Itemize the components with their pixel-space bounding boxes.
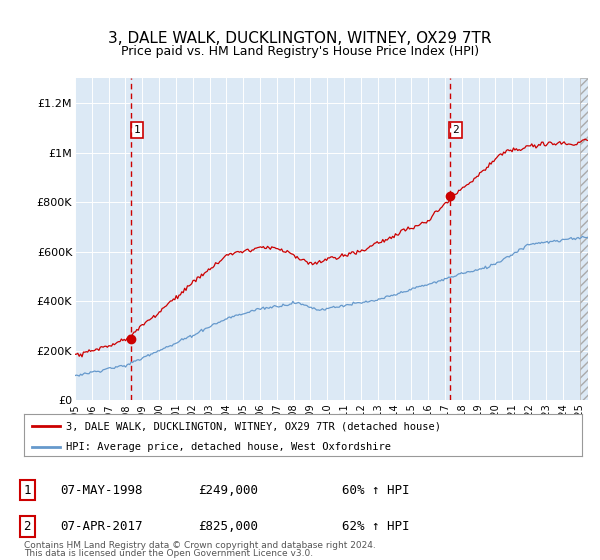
Text: 07-MAY-1998: 07-MAY-1998: [60, 483, 143, 497]
Text: 1: 1: [23, 483, 31, 497]
Text: This data is licensed under the Open Government Licence v3.0.: This data is licensed under the Open Gov…: [24, 549, 313, 558]
Text: Price paid vs. HM Land Registry's House Price Index (HPI): Price paid vs. HM Land Registry's House …: [121, 45, 479, 58]
Text: 60% ↑ HPI: 60% ↑ HPI: [342, 483, 409, 497]
Text: HPI: Average price, detached house, West Oxfordshire: HPI: Average price, detached house, West…: [66, 442, 391, 452]
Text: 07-APR-2017: 07-APR-2017: [60, 520, 143, 533]
Text: 62% ↑ HPI: 62% ↑ HPI: [342, 520, 409, 533]
Text: £249,000: £249,000: [198, 483, 258, 497]
Text: Contains HM Land Registry data © Crown copyright and database right 2024.: Contains HM Land Registry data © Crown c…: [24, 541, 376, 550]
Text: 3, DALE WALK, DUCKLINGTON, WITNEY, OX29 7TR (detached house): 3, DALE WALK, DUCKLINGTON, WITNEY, OX29 …: [66, 421, 441, 431]
Text: 1: 1: [134, 125, 140, 135]
Text: £825,000: £825,000: [198, 520, 258, 533]
Text: 2: 2: [452, 125, 459, 135]
Text: 3, DALE WALK, DUCKLINGTON, WITNEY, OX29 7TR: 3, DALE WALK, DUCKLINGTON, WITNEY, OX29 …: [108, 31, 492, 46]
Text: 2: 2: [23, 520, 31, 533]
